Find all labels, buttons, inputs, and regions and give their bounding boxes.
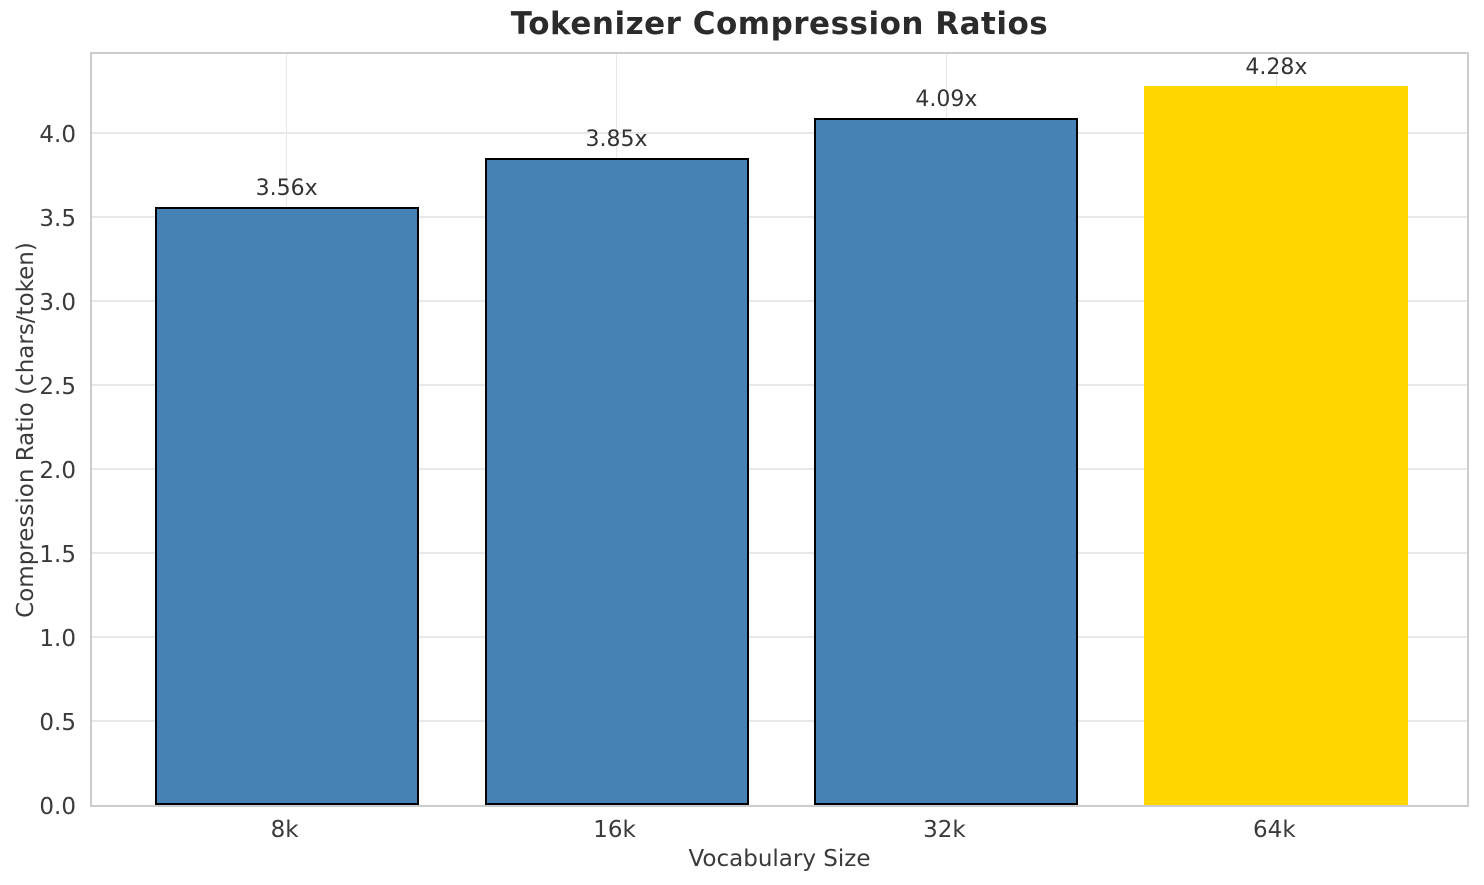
h-gridline <box>92 300 1467 302</box>
y-tick-label: 3.0 <box>39 289 76 316</box>
bar-value-label: 4.28x <box>1245 54 1308 80</box>
h-gridline <box>92 720 1467 722</box>
y-tick-label: 4.0 <box>39 121 76 148</box>
bar-32k <box>814 117 1079 805</box>
y-tick-label: 3.5 <box>39 205 76 232</box>
h-gridline <box>92 216 1467 218</box>
y-tick-label: 1.5 <box>39 541 76 568</box>
bar-value-label: 3.56x <box>255 175 318 201</box>
plot-area: 3.56x 3.85x 4.09x 4.28x <box>90 52 1469 807</box>
x-tick-label: 64k <box>1253 817 1296 843</box>
bar-value-label: 4.09x <box>915 86 978 112</box>
h-gridline <box>92 384 1467 386</box>
x-tick-label: 16k <box>593 817 636 843</box>
h-gridline <box>92 132 1467 134</box>
y-tick-label: 0.5 <box>39 709 76 736</box>
bar-64k <box>1144 85 1409 805</box>
y-tick-label: 0.0 <box>39 794 76 820</box>
y-tick-label: 2.0 <box>39 457 76 484</box>
h-gridline <box>92 636 1467 638</box>
h-gridline <box>92 552 1467 554</box>
y-tick-label: 2.5 <box>39 373 76 400</box>
h-gridline <box>92 468 1467 470</box>
x-tick-label: 8k <box>270 817 299 843</box>
x-tick-label: 32k <box>923 817 966 843</box>
x-axis-label: Vocabulary Size <box>688 846 871 872</box>
bar-16k <box>484 158 749 805</box>
bar-8k <box>154 206 419 805</box>
bar-value-label: 3.85x <box>585 127 648 153</box>
y-tick-label: 1.0 <box>39 625 76 652</box>
chart-title: Tokenizer Compression Ratios <box>510 6 1049 42</box>
